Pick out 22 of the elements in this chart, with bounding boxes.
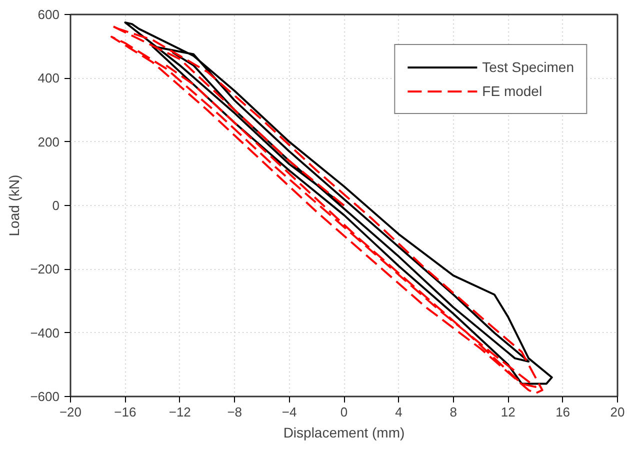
y-tick-label: −200 [30, 262, 60, 277]
x-tick-label: −16 [114, 404, 136, 420]
legend-label: FE model [482, 83, 542, 99]
x-tick-label: 16 [556, 404, 570, 420]
legend-label: Test Specimen [482, 59, 574, 75]
x-tick-label: 0 [340, 404, 348, 420]
x-axis-title: Displacement (mm) [283, 424, 405, 440]
y-axis-title: Load (kN) [6, 174, 22, 236]
x-tick-label: 4 [395, 404, 402, 420]
x-tick-label: 20 [610, 404, 625, 420]
y-tick-label: −400 [30, 325, 60, 340]
y-tick-label: 200 [38, 134, 60, 150]
x-tick-label: −4 [282, 404, 297, 420]
x-tick-label: 8 [450, 404, 458, 420]
x-tick-label: −12 [168, 404, 191, 420]
x-tick-label: −20 [59, 404, 82, 420]
x-tick-label: 12 [500, 404, 516, 420]
y-tick-label: −600 [30, 389, 60, 404]
y-tick-label: 0 [52, 198, 60, 213]
x-tick-label: −8 [227, 404, 242, 420]
y-tick-label: 400 [38, 70, 60, 86]
y-tick-label: 600 [38, 7, 60, 22]
